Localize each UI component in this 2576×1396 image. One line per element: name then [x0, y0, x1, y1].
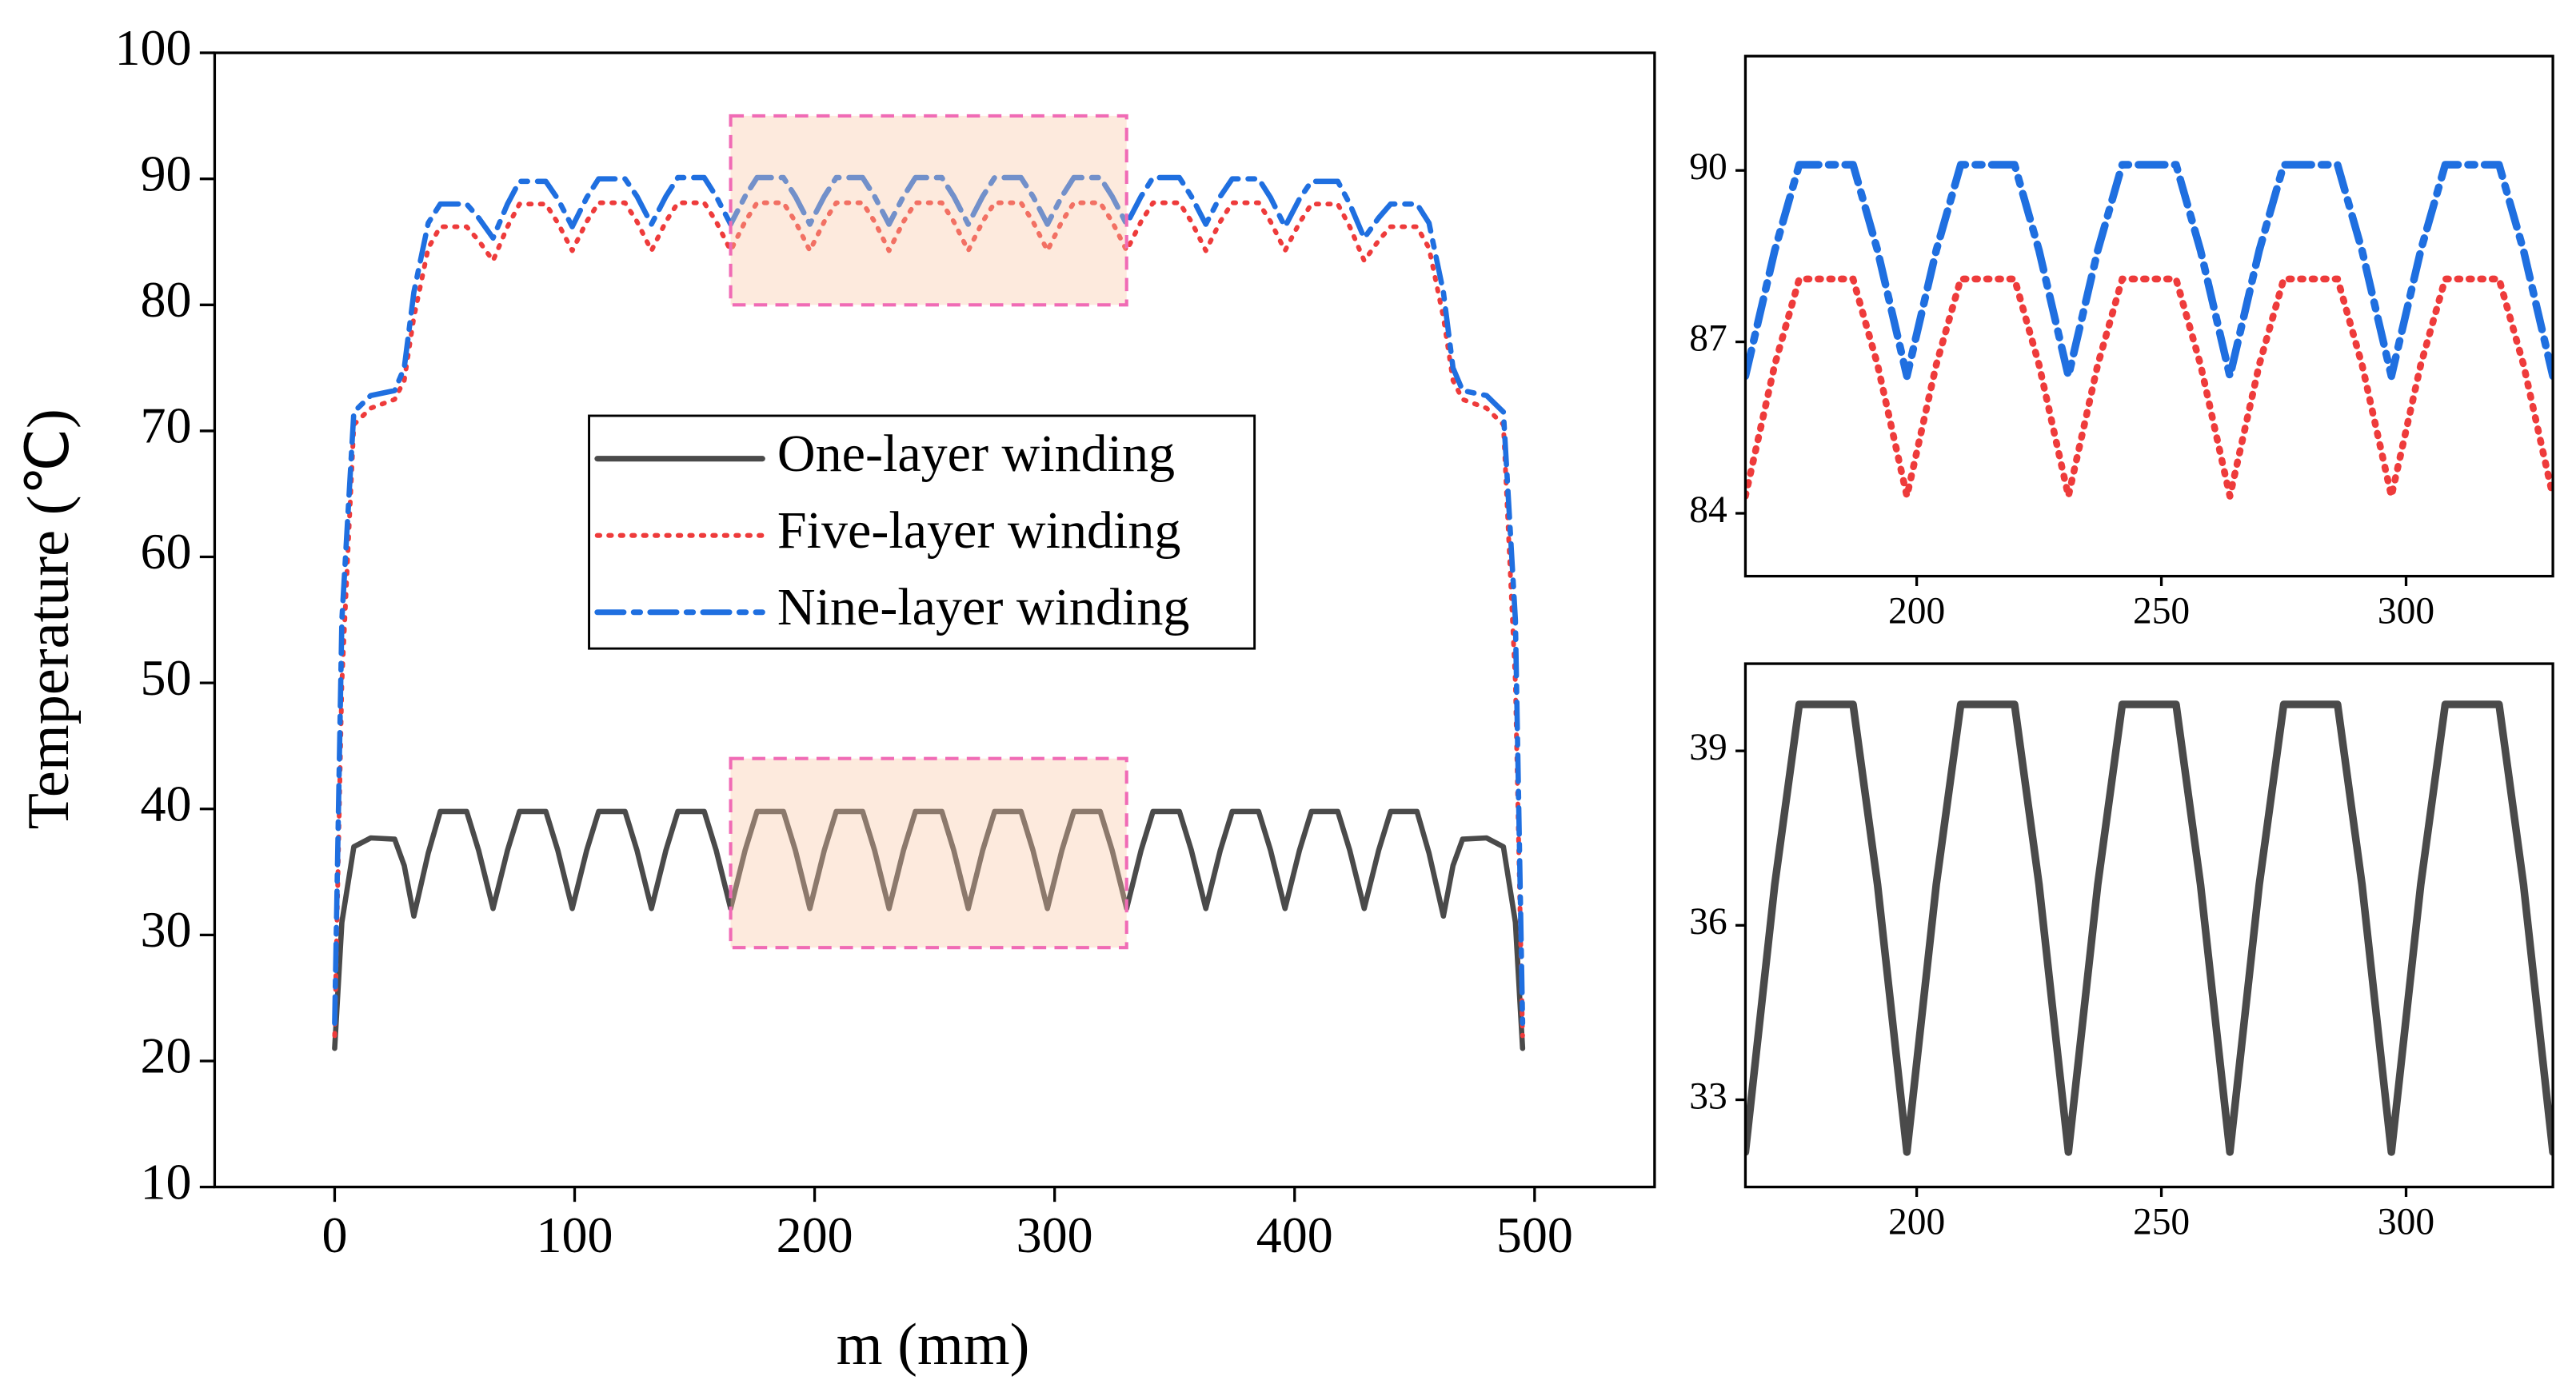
y-tick-label: 100 — [115, 19, 192, 76]
y-tick-label: 60 — [141, 523, 192, 580]
data-line — [1745, 700, 2554, 1156]
x-tick-label: 500 — [1496, 1207, 1573, 1263]
y-tick-label: 80 — [141, 271, 192, 328]
y-tick-label: 33 — [1689, 1075, 1727, 1117]
axes-frame — [1743, 54, 2554, 578]
data-line — [332, 808, 1526, 1051]
x-axis-label: m (mm) — [837, 1312, 1030, 1378]
x-tick-label: 200 — [777, 1207, 853, 1263]
x-tick-label: 200 — [1888, 591, 1945, 632]
data-line — [1745, 275, 2554, 500]
plot-area: 0 100 200 300 400 500 10 20 30 40 50 60 70 80 90 100 — [115, 19, 1656, 1263]
data-line — [1745, 161, 2554, 381]
y-tick-label: 90 — [1689, 146, 1727, 188]
x-tick-label: 300 — [2378, 1201, 2434, 1242]
plot-area: 200 250 300 84 87 90 — [1689, 54, 2554, 632]
x-tick-label: 200 — [1888, 1201, 1945, 1242]
y-tick-label: 84 — [1689, 489, 1727, 531]
y-tick-label: 87 — [1689, 317, 1727, 359]
legend-label: Five-layer winding — [777, 501, 1181, 560]
legend-label: Nine-layer winding — [777, 578, 1190, 636]
y-tick-label: 20 — [141, 1027, 192, 1084]
legend: One-layer winding Five-layer winding Nine-… — [588, 414, 1256, 650]
x-tick-label: 250 — [2133, 591, 2190, 632]
legend-box — [588, 414, 1256, 650]
y-axis-label: Temperature (℃) — [16, 409, 82, 829]
y-tick-label: 70 — [141, 397, 192, 454]
highlight-box — [729, 756, 1128, 950]
x-tick-label: 250 — [2133, 1201, 2190, 1242]
x-tick-label: 300 — [2378, 591, 2434, 632]
plot-area: 200 250 300 33 36 39 — [1689, 662, 2554, 1242]
y-tick-label: 30 — [141, 901, 192, 958]
y-tick-label: 40 — [141, 775, 192, 832]
y-tick-label: 90 — [141, 145, 192, 201]
legend-label: One-layer winding — [777, 425, 1175, 483]
axes-frame — [213, 51, 1656, 1189]
data-line — [332, 174, 1526, 1027]
y-tick-label: 10 — [141, 1153, 192, 1210]
x-tick-label: 400 — [1256, 1207, 1333, 1263]
y-tick-label: 50 — [141, 649, 192, 706]
x-tick-label: 100 — [537, 1207, 613, 1263]
y-tick-label: 39 — [1689, 727, 1727, 768]
axes-frame — [1743, 662, 2554, 1189]
highlight-box — [729, 114, 1128, 307]
x-tick-label: 0 — [322, 1207, 347, 1263]
data-line — [332, 200, 1525, 1039]
x-tick-label: 300 — [1016, 1207, 1093, 1263]
y-tick-label: 36 — [1689, 901, 1727, 943]
